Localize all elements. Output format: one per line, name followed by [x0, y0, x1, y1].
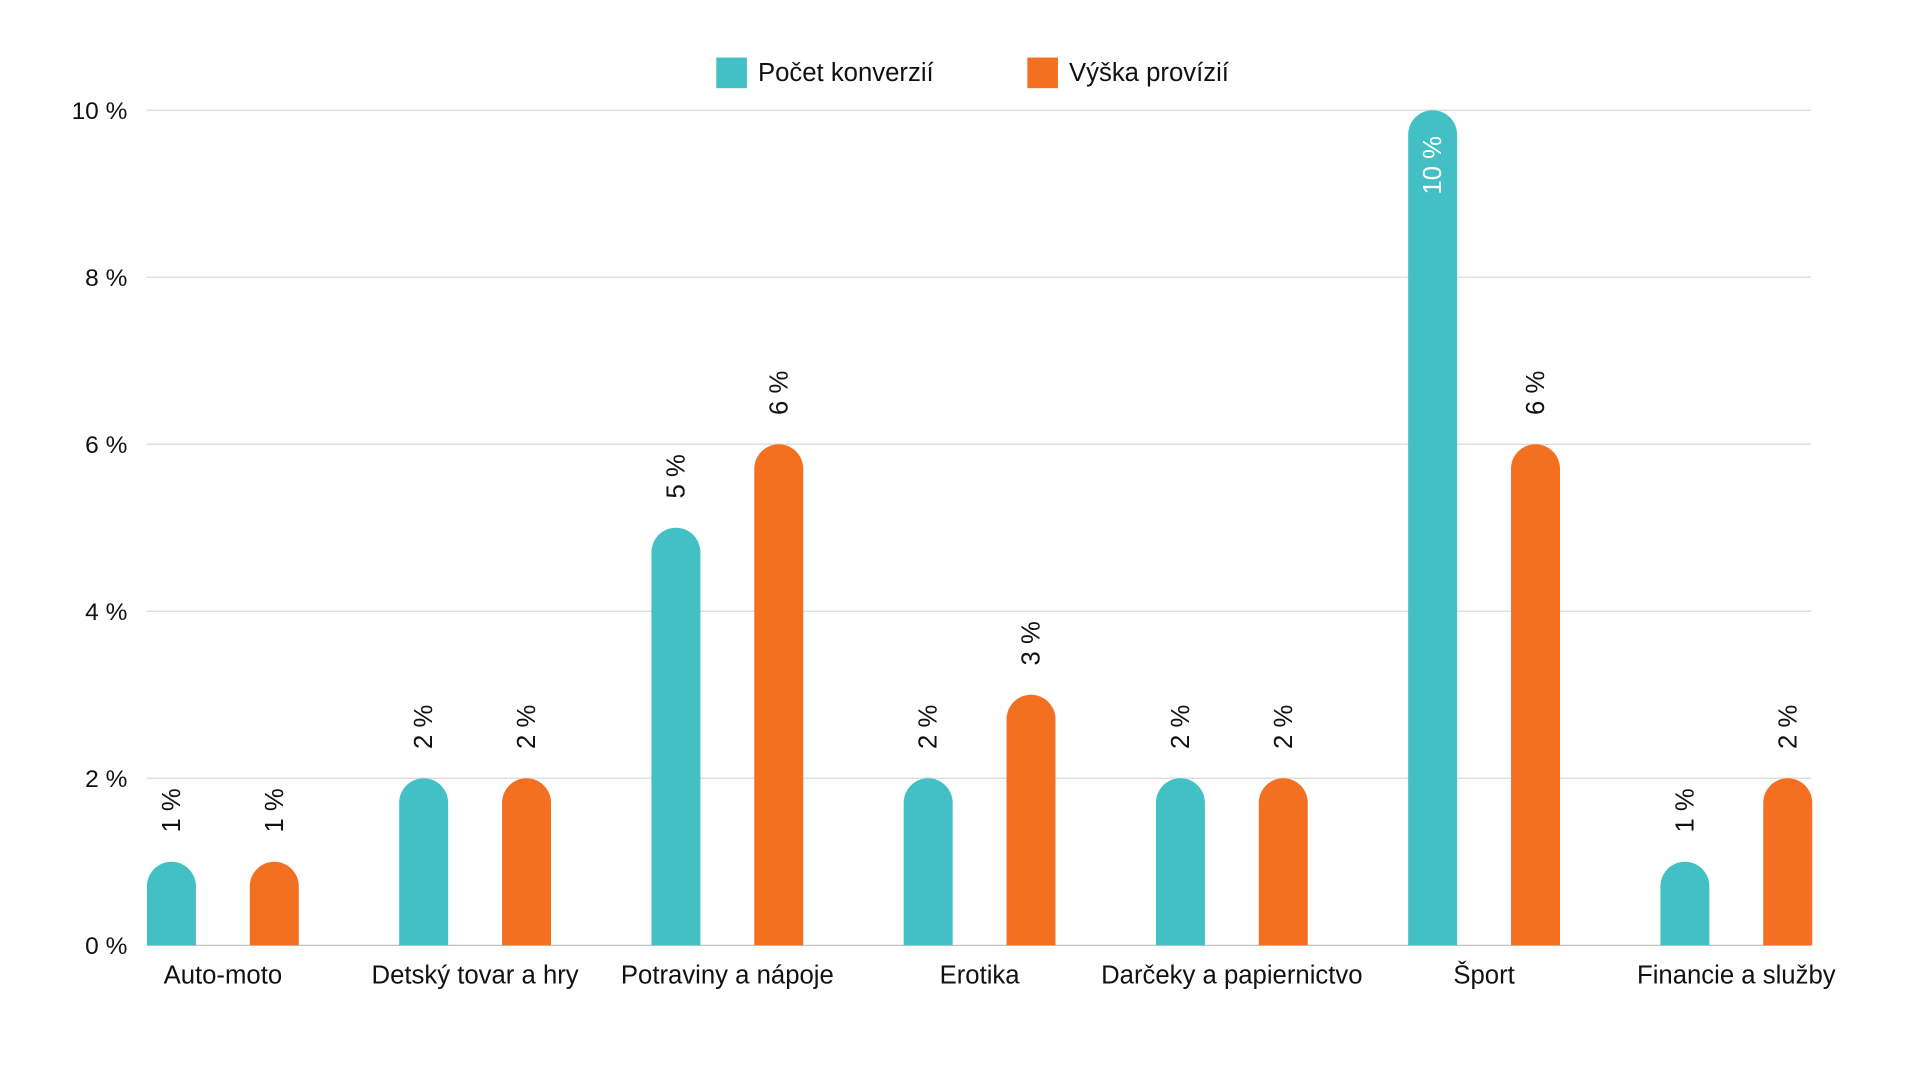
data-label: 1 % [1671, 788, 1699, 832]
y-tick-label: 4 % [85, 599, 127, 626]
x-tick-label: Potraviny a nápoje [621, 961, 834, 989]
x-tick-label: Šport [1453, 960, 1514, 989]
x-tick-label: Financie a služby [1637, 961, 1836, 989]
bar [903, 778, 953, 946]
data-label: 2 % [1167, 705, 1195, 749]
bar [146, 861, 196, 946]
bar [249, 861, 299, 946]
data-label: 10 % [1419, 136, 1447, 195]
bar [1258, 778, 1308, 946]
bar [1155, 778, 1205, 946]
data-label: 2 % [513, 705, 541, 749]
legend-swatch [716, 57, 747, 89]
bar [1763, 778, 1813, 946]
bar [1511, 444, 1560, 946]
bar [754, 444, 804, 946]
data-label: 2 % [915, 705, 943, 749]
data-label: 2 % [1774, 705, 1802, 749]
x-tick-label: Detský tovar a hry [372, 961, 579, 989]
data-label: 1 % [158, 788, 186, 832]
data-label: 6 % [765, 371, 793, 415]
y-tick-label: 10 % [72, 98, 128, 125]
y-tick-label: 2 % [85, 766, 127, 793]
bar [1006, 694, 1056, 946]
data-label: 5 % [662, 454, 690, 498]
bar [399, 778, 449, 946]
data-label: 2 % [410, 705, 438, 749]
data-label: 6 % [1522, 371, 1550, 415]
bar [1660, 861, 1710, 946]
y-tick-label: 6 % [85, 432, 127, 459]
legend-swatch [1027, 57, 1058, 89]
x-tick-label: Darčeky a papiernictvo [1101, 961, 1362, 989]
y-tick-label: 8 % [85, 265, 127, 292]
data-label: 2 % [1270, 705, 1298, 749]
bar [651, 527, 701, 946]
legend-label: Výška provízií [1069, 59, 1230, 87]
data-label: 3 % [1018, 621, 1046, 665]
x-tick-label: Auto-moto [164, 961, 283, 989]
x-tick-label: Erotika [940, 961, 1021, 989]
bar [1408, 110, 1458, 946]
bar [502, 778, 552, 946]
data-label: 1 % [261, 788, 289, 832]
y-tick-label: 0 % [85, 933, 127, 960]
legend-label: Počet konverzií [758, 59, 935, 87]
